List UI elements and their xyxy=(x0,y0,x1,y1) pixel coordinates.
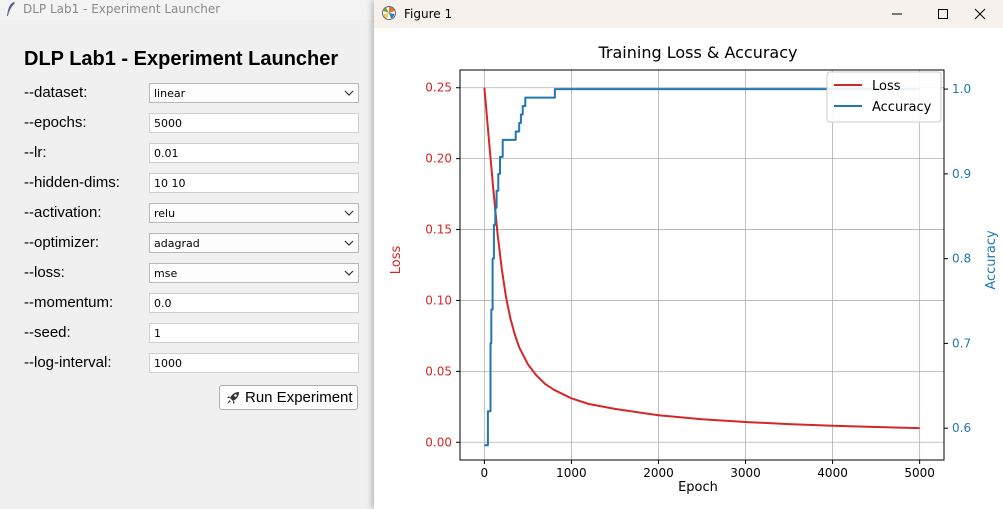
log-interval-label: --log-interval: xyxy=(24,354,112,371)
optimizer-value: adagrad xyxy=(154,237,200,250)
activation-row: --activation: relu xyxy=(0,203,375,225)
y-tick-label: 0.15 xyxy=(425,223,452,237)
loss-select[interactable]: mse xyxy=(149,263,359,283)
chevron-down-icon xyxy=(344,270,354,276)
lr-input[interactable]: 0.01 xyxy=(149,143,359,163)
accuracy-series-line xyxy=(484,88,920,447)
y-tick-label: 0.05 xyxy=(425,364,452,378)
figure-window: Figure 1 Training Loss & Accuracy 0 1000 2… xyxy=(374,0,1003,509)
y2-tick-label: 0.9 xyxy=(952,167,971,181)
log-interval-row: --log-interval: 1000 xyxy=(0,353,375,375)
seed-input[interactable]: 1 xyxy=(149,323,359,343)
launcher-window: DLP Lab1 - Experiment Launcher DLP Lab1 … xyxy=(0,0,375,509)
lr-row: --lr: 0.01 xyxy=(0,143,375,165)
run-experiment-button[interactable]: Run Experiment xyxy=(219,385,358,410)
hidden-dims-value: 10 10 xyxy=(154,177,186,190)
y2-axis-label: Accuracy xyxy=(984,230,999,290)
optimizer-row: --optimizer: adagrad xyxy=(0,233,375,255)
y-tick-label: 0.10 xyxy=(425,293,452,307)
seed-value: 1 xyxy=(154,327,161,340)
matplotlib-icon xyxy=(382,6,396,20)
hidden-dims-input[interactable]: 10 10 xyxy=(149,173,359,193)
axis-ticks: 0 1000 2000 3000 4000 5000 0.00 0.05 0.10 0.15 0.2… xyxy=(425,81,971,480)
dataset-label: --dataset: xyxy=(24,84,88,101)
loss-label: --loss: xyxy=(24,264,65,281)
activation-value: relu xyxy=(154,207,176,220)
y-tick-label: 0.00 xyxy=(425,435,452,449)
chevron-down-icon xyxy=(344,210,354,216)
grid-lines xyxy=(460,70,944,460)
feather-icon xyxy=(7,2,15,16)
x-tick-label: 0 xyxy=(481,466,489,480)
dataset-value: linear xyxy=(154,87,186,100)
minimize-icon[interactable] xyxy=(874,0,920,28)
hidden-dims-label: --hidden-dims: xyxy=(24,174,120,191)
legend-loss-label: Loss xyxy=(872,79,901,94)
rocket-icon xyxy=(227,392,239,404)
momentum-value: 0.0 xyxy=(154,297,172,310)
loss-value: mse xyxy=(154,267,178,280)
seed-label: --seed: xyxy=(24,324,71,341)
chevron-down-icon xyxy=(344,90,354,96)
seed-row: --seed: 1 xyxy=(0,323,375,345)
x-tick-label: 4000 xyxy=(817,466,848,480)
log-interval-input[interactable]: 1000 xyxy=(149,353,359,373)
legend: Loss Accuracy xyxy=(826,71,942,123)
momentum-label: --momentum: xyxy=(24,294,114,311)
maximize-icon[interactable] xyxy=(920,0,966,28)
legend-accuracy-label: Accuracy xyxy=(872,100,932,115)
x-axis-label: Epoch xyxy=(678,480,718,495)
y-axis-label: Loss xyxy=(389,246,404,275)
axes-frame xyxy=(459,69,945,461)
hidden-dims-row: --hidden-dims: 10 10 xyxy=(0,173,375,195)
run-experiment-label: Run Experiment xyxy=(245,389,353,406)
epochs-row: --epochs: 5000 xyxy=(0,113,375,135)
y-tick-label: 0.20 xyxy=(425,152,452,166)
dataset-row: --dataset: linear xyxy=(0,83,375,105)
chart-title: Training Loss & Accuracy xyxy=(597,43,797,62)
launcher-titlebar[interactable]: DLP Lab1 - Experiment Launcher xyxy=(0,0,375,20)
launcher-window-title: DLP Lab1 - Experiment Launcher xyxy=(23,2,221,16)
launcher-heading: DLP Lab1 - Experiment Launcher xyxy=(24,48,339,70)
x-tick-label: 2000 xyxy=(643,466,674,480)
x-tick-label: 3000 xyxy=(730,466,761,480)
epochs-label: --epochs: xyxy=(24,114,87,131)
activation-label: --activation: xyxy=(24,204,102,221)
momentum-input[interactable]: 0.0 xyxy=(149,293,359,313)
x-tick-label: 1000 xyxy=(556,466,587,480)
lr-label: --lr: xyxy=(24,144,47,161)
loss-row: --loss: mse xyxy=(0,263,375,285)
series-lines xyxy=(483,87,920,447)
epochs-value: 5000 xyxy=(154,117,182,130)
y2-tick-label: 1.0 xyxy=(952,82,971,96)
training-chart: Training Loss & Accuracy 0 1000 2000 3000 40… xyxy=(389,43,999,495)
optimizer-select[interactable]: adagrad xyxy=(149,233,359,253)
epochs-input[interactable]: 5000 xyxy=(149,113,359,133)
momentum-row: --momentum: 0.0 xyxy=(0,293,375,315)
dataset-select[interactable]: linear xyxy=(149,83,359,103)
x-tick-label: 5000 xyxy=(904,466,935,480)
figure-window-title: Figure 1 xyxy=(404,7,453,21)
close-icon[interactable] xyxy=(957,0,1003,28)
log-interval-value: 1000 xyxy=(154,357,182,370)
chevron-down-icon xyxy=(344,240,354,246)
figure-titlebar[interactable]: Figure 1 xyxy=(374,0,1003,28)
y2-tick-label: 0.8 xyxy=(952,252,971,266)
y2-tick-label: 0.6 xyxy=(952,421,971,435)
y2-tick-label: 0.7 xyxy=(952,336,971,350)
y-tick-label: 0.25 xyxy=(425,81,452,95)
loss-series-line xyxy=(483,87,920,430)
activation-select[interactable]: relu xyxy=(149,203,359,223)
optimizer-label: --optimizer: xyxy=(24,234,100,251)
lr-value: 0.01 xyxy=(154,147,179,160)
